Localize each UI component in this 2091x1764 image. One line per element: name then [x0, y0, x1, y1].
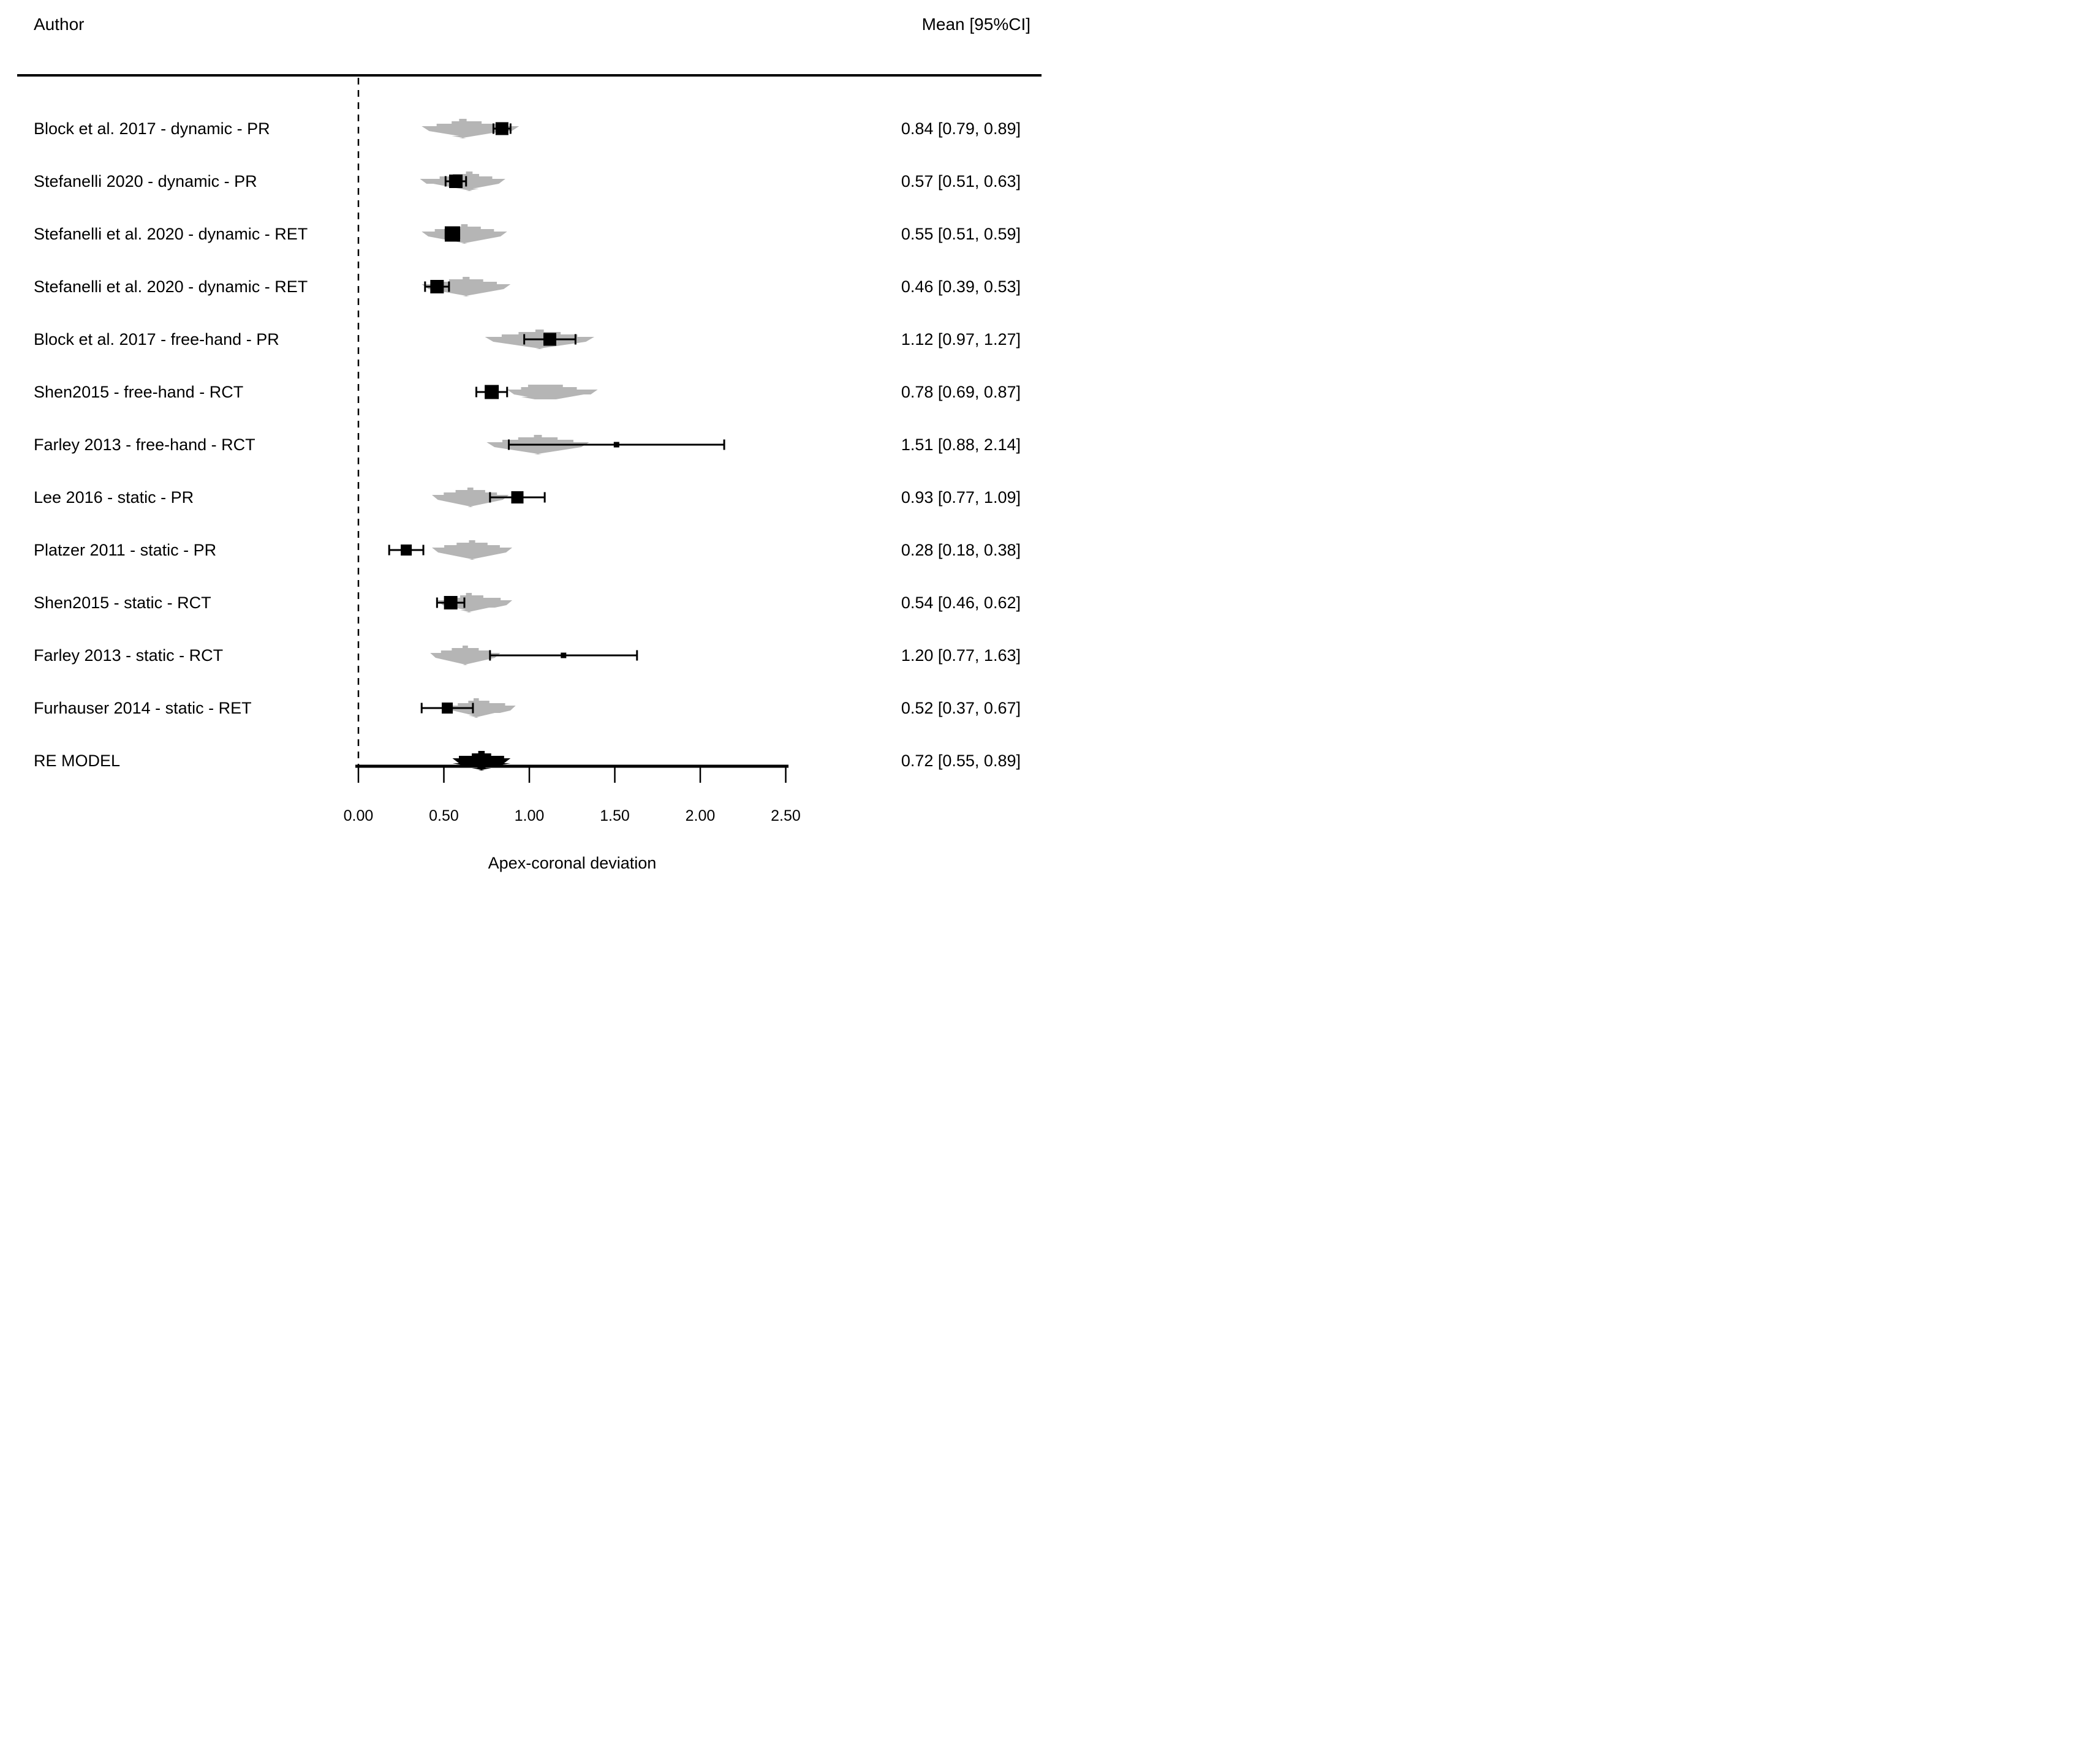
study-row-2-annotation: 0.57 [0.51, 0.63]: [901, 172, 1021, 190]
point-estimate-marker: [442, 703, 453, 714]
forest-plot-svg: 0.00 0.50 1.00 1.50 2.00 2.50: [344, 78, 801, 824]
x-axis-tick-label: 2.50: [771, 807, 801, 824]
study-row-8-label: Lee 2016 - static - PR: [34, 488, 194, 507]
x-axis-tick-label: 1.00: [515, 807, 545, 824]
point-estimate-marker: [401, 545, 412, 556]
summary-row-annotation: 0.72 [0.55, 0.89]: [901, 752, 1021, 770]
study-row-6-annotation: 0.78 [0.69, 0.87]: [901, 383, 1021, 401]
point-estimate-marker: [430, 280, 444, 293]
study-row-10-label: Shen2015 - static - RCT: [34, 594, 211, 612]
x-axis-tick-label: 0.00: [344, 807, 374, 824]
density-blob: [507, 385, 598, 399]
density-blob: [447, 698, 516, 718]
point-estimate-marker: [511, 491, 524, 503]
density-blob: [432, 540, 513, 560]
study-row-11-label: Farley 2013 - static - RCT: [34, 646, 224, 665]
study-row-1-annotation: 0.84 [0.79, 0.89]: [901, 119, 1021, 138]
study-row-2-label: Stefanelli 2020 - dynamic - PR: [34, 172, 257, 190]
study-row-7-annotation: 1.51 [0.88, 2.14]: [901, 435, 1021, 454]
study-row-9-label: Platzer 2011 - static - PR: [34, 541, 217, 559]
study-row-4-label: Stefanelli et al. 2020 - dynamic - RET: [34, 277, 308, 296]
x-axis-tick-label: 2.00: [686, 807, 716, 824]
point-estimate-marker: [561, 652, 567, 658]
study-row-12-annotation: 0.52 [0.37, 0.67]: [901, 699, 1021, 717]
density-blob: [422, 119, 520, 138]
author-column-header: Author: [34, 15, 85, 34]
point-estimate-marker: [495, 122, 509, 135]
header-rule: [17, 74, 1042, 77]
density-blob: [422, 277, 511, 296]
study-row-6-label: Shen2015 - free-hand - RCT: [34, 383, 244, 401]
density-blob: [422, 224, 507, 244]
density-blob: [430, 646, 501, 665]
point-estimate-marker: [449, 175, 463, 188]
x-axis-label: Apex-coronal deviation: [488, 854, 657, 872]
x-axis-tick-label: 1.50: [600, 807, 630, 824]
study-row-8-annotation: 0.93 [0.77, 1.09]: [901, 488, 1021, 507]
study-row-9-annotation: 0.28 [0.18, 0.38]: [901, 541, 1021, 559]
point-estimate-marker: [444, 596, 458, 609]
study-row-5-annotation: 1.12 [0.97, 1.27]: [901, 330, 1021, 349]
forest-plot: Author Mean [95%CI] 0.00 0.50 1.00 1.50 2.00…: [0, 0, 1045, 882]
x-axis-tick-label: 0.50: [429, 807, 459, 824]
study-row-10-annotation: 0.54 [0.46, 0.62]: [901, 594, 1021, 612]
study-row-4-annotation: 0.46 [0.39, 0.53]: [901, 277, 1021, 296]
study-row-7-label: Farley 2013 - free-hand - RCT: [34, 435, 255, 454]
point-estimate-marker: [485, 385, 499, 399]
study-row-11-annotation: 1.20 [0.77, 1.63]: [901, 646, 1021, 665]
study-row-5-label: Block et al. 2017 - free-hand - PR: [34, 330, 279, 349]
study-row-1-label: Block et al. 2017 - dynamic - PR: [34, 119, 270, 138]
study-row-3-label: Stefanelli et al. 2020 - dynamic - RET: [34, 225, 308, 243]
summary-row-label: RE MODEL: [34, 752, 121, 770]
mean-ci-column-header: Mean [95%CI]: [921, 15, 1030, 34]
study-row-12-label: Furhauser 2014 - static - RET: [34, 699, 252, 717]
point-estimate-marker: [543, 333, 556, 346]
point-estimate-marker: [444, 226, 460, 242]
study-row-3-annotation: 0.55 [0.51, 0.59]: [901, 225, 1021, 243]
point-estimate-marker: [613, 442, 619, 448]
